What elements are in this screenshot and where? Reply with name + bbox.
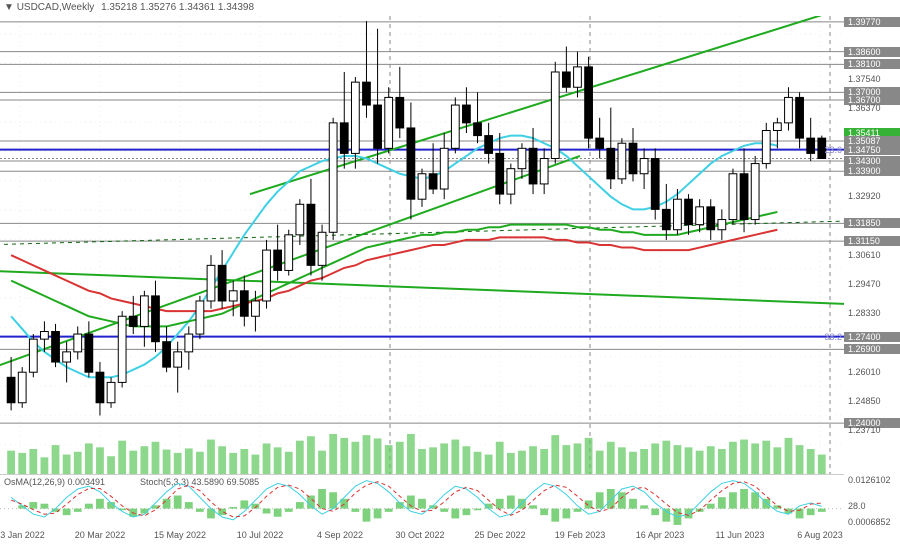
x-tick-label: 4 Sep 2022 bbox=[317, 530, 363, 540]
y-tick-label: 1.33900 bbox=[844, 166, 900, 176]
y-tick-label: 1.32920 bbox=[844, 191, 900, 201]
price-chart-area[interactable]: 23.6 38.2 bbox=[0, 16, 844, 474]
indicator-y-tick-label: 0.0126102 bbox=[844, 475, 900, 485]
y-tick-label: 1.38600 bbox=[844, 47, 900, 57]
x-tick-label: 10 Jul 2022 bbox=[237, 530, 284, 540]
chart-svg bbox=[0, 16, 844, 474]
osma-label: OsMA(12,26,9) 0.003491 bbox=[4, 477, 105, 487]
x-tick-label: 11 Jun 2023 bbox=[716, 530, 765, 540]
y-tick-label: 1.30610 bbox=[844, 250, 900, 260]
y-tick-label: 1.27400 bbox=[844, 332, 900, 342]
x-tick-label: 6 Aug 2023 bbox=[797, 530, 843, 540]
y-tick-label: 1.38100 bbox=[844, 59, 900, 69]
y-tick-label: 1.24850 bbox=[844, 396, 900, 406]
indicator-y-tick-label: 28.0 bbox=[844, 501, 900, 511]
ohlc-label: 1.35218 1.35276 1.34361 1.34398 bbox=[101, 2, 254, 13]
x-tick-label: 19 Feb 2023 bbox=[555, 530, 606, 540]
x-tick-label: 15 May 2022 bbox=[154, 530, 206, 540]
y-tick-label: 1.36370 bbox=[844, 103, 900, 113]
y-tick-label: 1.26010 bbox=[844, 367, 900, 377]
y-tick-label: 1.29470 bbox=[844, 279, 900, 289]
indicator-y-tick-label: 0.0006852 bbox=[844, 517, 900, 527]
y-tick-label: 1.31150 bbox=[844, 236, 900, 246]
x-tick-label: 16 Apr 2023 bbox=[636, 530, 685, 540]
y-tick-label: 1.31850 bbox=[844, 218, 900, 228]
y-tick-label: 1.34300 bbox=[844, 156, 900, 166]
y-tick-label: 1.34750 bbox=[844, 145, 900, 155]
indicator-area[interactable]: OsMA(12,26,9) 0.003491 Stoch(5,3,3) 43.5… bbox=[0, 474, 844, 530]
fib-label: 38.2 bbox=[824, 332, 842, 342]
y-tick-label: 1.23710 bbox=[844, 425, 900, 435]
x-tick-label: 23 Jan 2022 bbox=[0, 530, 45, 540]
x-tick-label: 20 Mar 2022 bbox=[75, 530, 126, 540]
y-tick-label: 1.39770 bbox=[844, 17, 900, 27]
stoch-label: Stoch(5,3,3) 43.5890 69.5085 bbox=[140, 477, 259, 487]
x-tick-label: 25 Dec 2022 bbox=[474, 530, 525, 540]
y-axis: 1.397701.386001.381001.375401.370001.367… bbox=[844, 16, 900, 474]
x-tick-label: 30 Oct 2022 bbox=[395, 530, 444, 540]
y-tick-label: 1.28330 bbox=[844, 308, 900, 318]
y-tick-label: 1.26900 bbox=[844, 344, 900, 354]
indicator-svg bbox=[0, 475, 844, 531]
chart-header: ▼ USDCAD,Weekly 1.35218 1.35276 1.34361 … bbox=[4, 2, 258, 13]
y-tick-label: 1.37540 bbox=[844, 74, 900, 84]
symbol-label: USDCAD,Weekly bbox=[17, 2, 95, 13]
chart-container: ▼ USDCAD,Weekly 1.35218 1.35276 1.34361 … bbox=[0, 0, 900, 544]
indicator-y-axis: 0.0126102 0.0006852 28.0 bbox=[844, 474, 900, 530]
fib-label: 23.6 bbox=[824, 145, 842, 155]
